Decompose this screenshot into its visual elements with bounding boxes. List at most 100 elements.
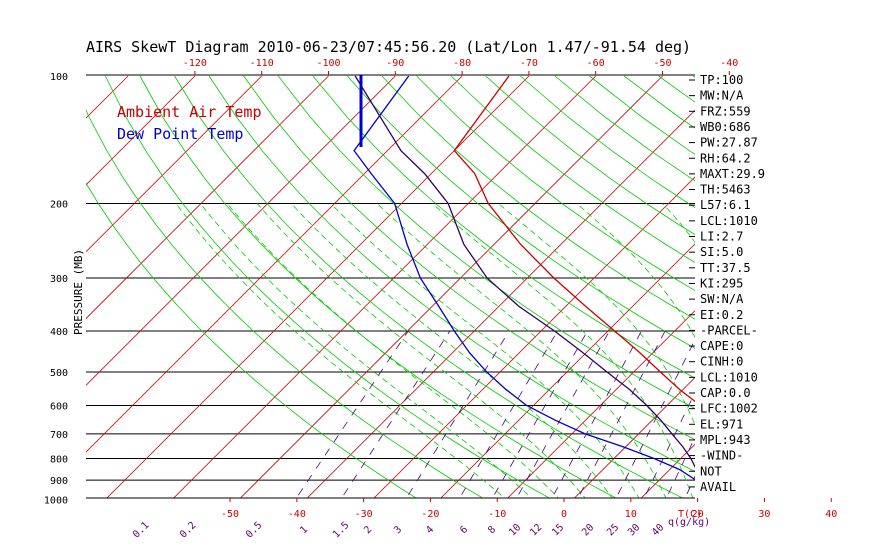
mixing-ratio-line bbox=[615, 338, 695, 498]
mixing-ratio-tick-label: 30 bbox=[626, 522, 642, 538]
mixing-ratio-tick-label: 15 bbox=[550, 522, 566, 538]
mixing-ratio-line bbox=[341, 330, 451, 498]
parameter-item: CAP:0.0 bbox=[700, 386, 751, 400]
parameter-item: FRZ:559 bbox=[700, 104, 751, 118]
mixing-ratio-tick-label: 20 bbox=[580, 522, 596, 538]
moist-adiabat-line bbox=[291, 203, 613, 498]
mixing-ratio-tick-label: 2 bbox=[362, 524, 374, 536]
bottom-temp-tick-label: 40 bbox=[825, 509, 837, 520]
reference-lines-layer bbox=[0, 75, 870, 509]
mixing-ratio-tick-label: 0.1 bbox=[131, 520, 152, 541]
dry-adiabat-line bbox=[105, 75, 551, 498]
parameter-item: SI:5.0 bbox=[700, 245, 743, 259]
parameter-item: -WIND- bbox=[700, 449, 743, 463]
mixing-ratio-line bbox=[551, 330, 642, 498]
isotherm-line bbox=[440, 243, 695, 498]
isotherm-line bbox=[239, 75, 663, 498]
dry-adiabat-line bbox=[277, 75, 695, 409]
dry-adiabat-line bbox=[86, 182, 417, 498]
pressure-tick-label: 100 bbox=[50, 72, 68, 83]
bottom-temp-tick-label: 10 bbox=[625, 509, 637, 520]
bottom-temp-tick-label: 20 bbox=[692, 509, 704, 520]
moist-adiabat-line bbox=[498, 203, 695, 426]
mixing-ratio-line bbox=[759, 331, 831, 509]
mixing-ratio-line bbox=[780, 331, 850, 509]
isotherm-line bbox=[573, 376, 695, 498]
mixing-ratio-tick-label: 40 bbox=[650, 522, 666, 538]
pressure-tick-label: 300 bbox=[50, 274, 68, 285]
parameter-item: NOT bbox=[700, 464, 722, 478]
parameter-item: KI:295 bbox=[700, 276, 743, 290]
dry-adiabat-line bbox=[485, 75, 695, 236]
parameter-item: CAPE:0 bbox=[700, 339, 743, 353]
dry-adiabat-line bbox=[381, 75, 695, 320]
isotherm-line bbox=[306, 109, 695, 498]
mixing-ratio-tick-label: 1 bbox=[298, 524, 310, 536]
mixing-ratio-tick-label: 8 bbox=[486, 524, 498, 536]
isotherm-line bbox=[831, 76, 870, 508]
bottom-temp-tick-label: 30 bbox=[758, 509, 770, 520]
pressure-tick-label: 500 bbox=[50, 368, 68, 379]
parameter-item: LCL:1010 bbox=[700, 214, 758, 228]
mixing-ratio-tick-label: 4 bbox=[424, 524, 436, 536]
isotherm-line bbox=[764, 76, 870, 508]
parameter-item: MPL:943 bbox=[700, 433, 751, 447]
parameter-item: LCL:1010 bbox=[700, 370, 758, 384]
parcel-path-line bbox=[354, 75, 695, 469]
moist-adiabat-line bbox=[200, 203, 532, 498]
moist-adiabat-line bbox=[744, 204, 801, 509]
mixing-ratio-unit-label: q(g/kg) bbox=[668, 517, 710, 528]
isotherm-line bbox=[86, 75, 329, 320]
isotherm-line bbox=[507, 310, 695, 498]
mixing-ratio-tick-label: 1.5 bbox=[331, 520, 352, 541]
moist-adiabat-line bbox=[175, 203, 506, 498]
mixing-ratio-tick-label: 12 bbox=[528, 522, 544, 538]
dry-adiabat-line bbox=[347, 75, 695, 349]
moist-adiabat-line bbox=[376, 203, 667, 498]
parameter-item: LI:2.7 bbox=[700, 230, 743, 244]
top-temp-tick-label: -40 bbox=[720, 58, 738, 69]
pressure-tick-label: 400 bbox=[50, 327, 68, 338]
parameter-item: MAXT:29.9 bbox=[700, 167, 765, 181]
parameter-item: PW:27.87 bbox=[700, 136, 758, 150]
dry-adiabat-line bbox=[174, 75, 684, 498]
moist-adiabat-line bbox=[576, 203, 695, 338]
legend-ambient-air-temp: Ambient Air Temp bbox=[117, 103, 262, 121]
series-layer bbox=[353, 75, 695, 481]
pressure-tick-label: 600 bbox=[50, 402, 68, 413]
parameter-item: L57:6.1 bbox=[700, 198, 751, 212]
dry-adiabat-line bbox=[312, 75, 695, 379]
parameter-item: SW:N/A bbox=[700, 292, 744, 306]
mixing-ratio-line bbox=[577, 330, 666, 498]
moist-adiabat-line bbox=[330, 203, 640, 498]
chart-title: AIRS SkewT Diagram 2010-06-23/07:45:56.2… bbox=[86, 38, 691, 56]
parameter-item: -PARCEL- bbox=[700, 323, 758, 337]
legend-dew-point-temp: Dew Point Temp bbox=[117, 125, 243, 143]
parameter-item: TP:100 bbox=[700, 73, 743, 87]
moist-adiabat-line bbox=[256, 203, 586, 498]
mixing-ratio-tick-label: 3 bbox=[392, 524, 404, 536]
bottom-temp-tick-label: -20 bbox=[421, 509, 439, 520]
parameter-item: EL:971 bbox=[700, 417, 743, 431]
pressure-tick-label: 700 bbox=[50, 430, 68, 441]
bottom-temp-tick-label: 0 bbox=[561, 509, 567, 520]
parameter-item: LFC:1002 bbox=[700, 402, 758, 416]
mixing-ratio-line bbox=[406, 330, 510, 498]
pressure-tick-label: 800 bbox=[50, 454, 68, 465]
dry-adiabat-line bbox=[208, 75, 695, 472]
parameter-item: CINH:0 bbox=[700, 355, 743, 369]
mixing-ratio-line bbox=[492, 330, 588, 498]
parameter-item: EI:0.2 bbox=[700, 308, 743, 322]
mixing-ratio-line bbox=[459, 330, 558, 498]
parameter-item: TT:37.5 bbox=[700, 261, 751, 275]
isotherm-line bbox=[0, 76, 61, 508]
top-temp-tick-label: -60 bbox=[587, 58, 605, 69]
dry-adiabat-line bbox=[450, 75, 695, 263]
parameter-item: TH:5463 bbox=[700, 183, 751, 197]
mixing-ratio-tick-label: 25 bbox=[605, 522, 621, 538]
bottom-temp-tick-label: -10 bbox=[488, 509, 506, 520]
mixing-ratio-line bbox=[812, 331, 870, 509]
isotherm-line bbox=[86, 75, 262, 253]
